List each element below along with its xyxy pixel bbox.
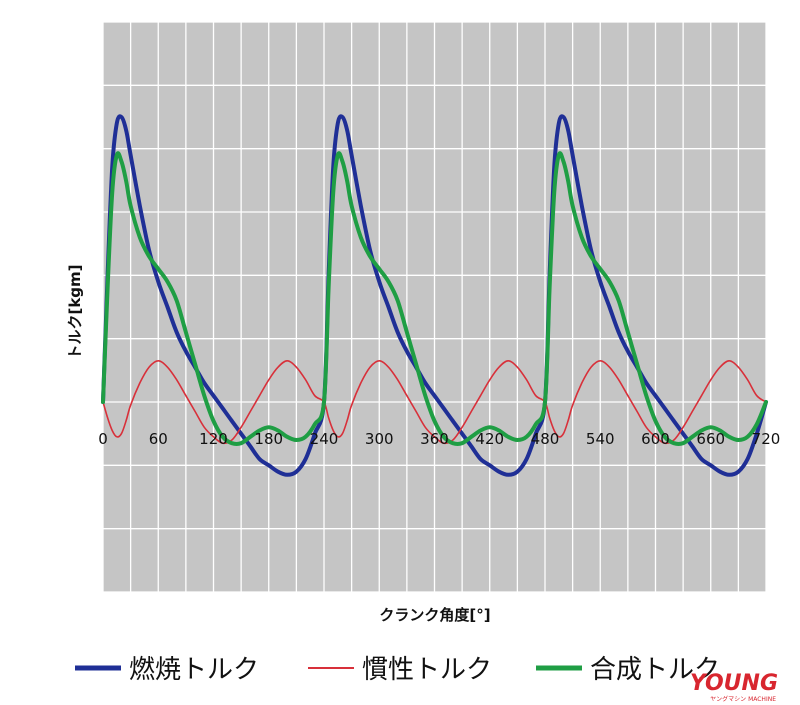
x-tick-label: 0 [98, 430, 108, 448]
grid-lines [102, 21, 767, 593]
x-axis-title: クランク角度[°] [379, 606, 490, 624]
x-tick-label: 420 [475, 430, 504, 448]
brand-logo-text: YOUNG [690, 671, 778, 696]
x-tick-label: 300 [365, 430, 394, 448]
series-line-2 [102, 360, 767, 445]
legend-label-3: 合成トルク [590, 655, 720, 685]
legend: 燃焼トルク 慣性トルク 合成トルク [75, 655, 720, 685]
x-tick-label: 600 [641, 430, 670, 448]
x-tick-label: 120 [199, 430, 228, 448]
x-tick-labels: 0 60 120 180 240 300 360 420 480 540 600 660 720 [98, 430, 780, 448]
x-tick-label: 480 [531, 430, 560, 448]
series-line-3 [101, 151, 768, 446]
series-lines [101, 114, 768, 477]
legend-label-2: 慣性トルク [362, 655, 492, 685]
y-axis-title: トルク[kgm] [66, 264, 84, 359]
x-tick-label: 240 [310, 430, 339, 448]
x-tick-label: 180 [254, 430, 283, 448]
x-tick-label: 540 [586, 430, 615, 448]
brand-logo: YOUNG ヤングマシン MACHINE [690, 671, 778, 703]
x-tick-label: 60 [149, 430, 168, 448]
x-tick-label: 360 [420, 430, 449, 448]
brand-logo-subtext: ヤングマシン MACHINE [710, 695, 776, 703]
x-tick-label: 720 [752, 430, 781, 448]
legend-label-1: 燃焼トルク [129, 655, 259, 685]
x-tick-label: 660 [696, 430, 725, 448]
